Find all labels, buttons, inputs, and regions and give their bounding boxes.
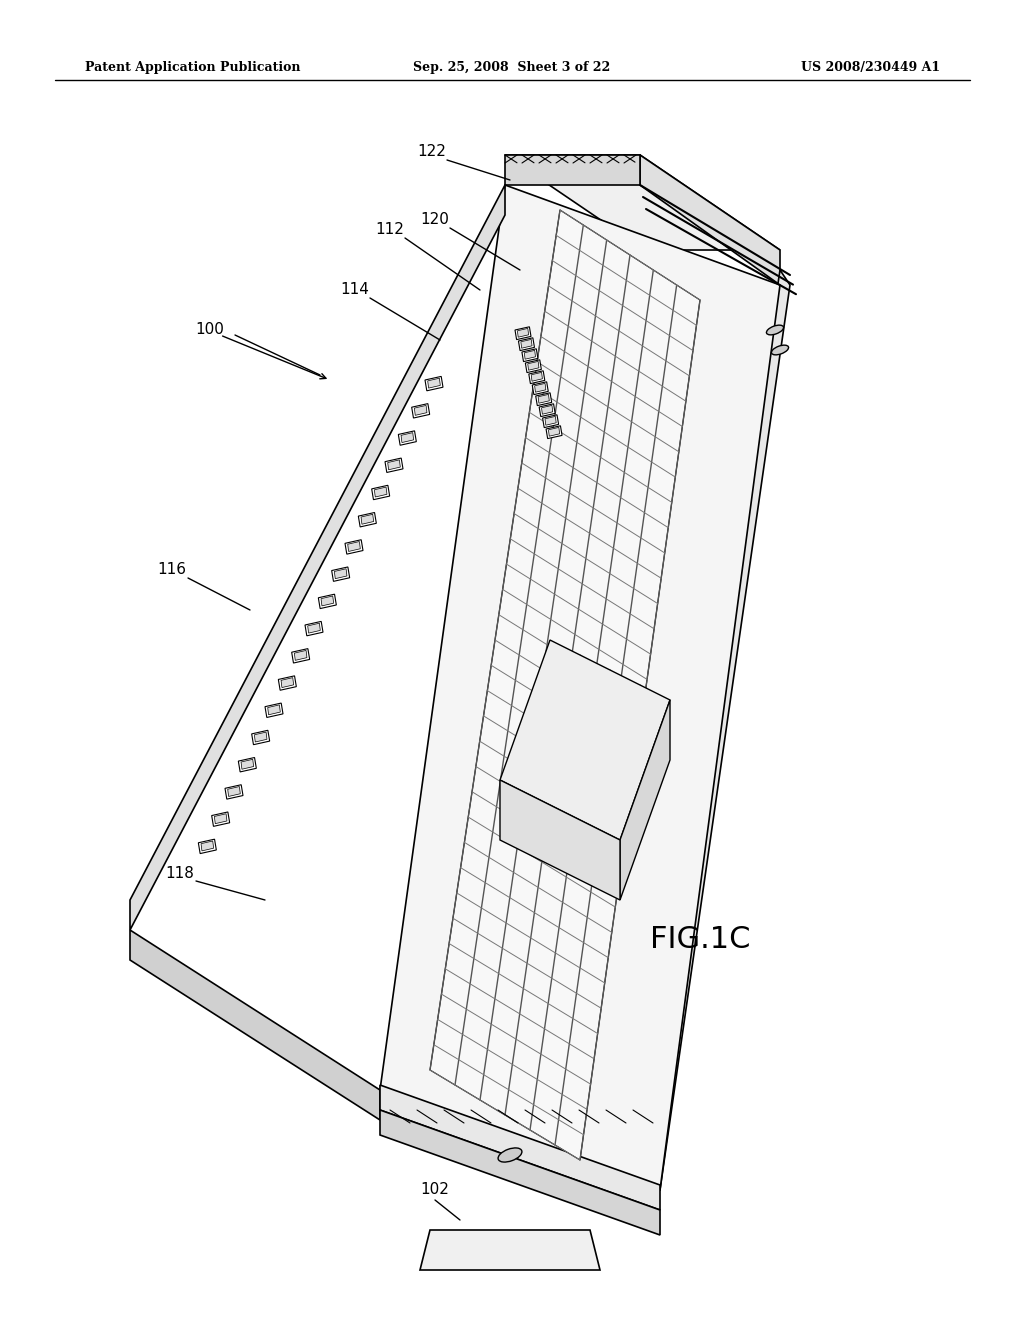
- Text: 112: 112: [376, 223, 404, 238]
- Polygon shape: [640, 154, 780, 285]
- Text: 122: 122: [418, 144, 446, 160]
- Polygon shape: [505, 154, 640, 185]
- Polygon shape: [500, 640, 670, 840]
- Polygon shape: [385, 458, 403, 473]
- Text: 100: 100: [196, 322, 224, 338]
- Polygon shape: [505, 154, 780, 249]
- Polygon shape: [252, 730, 269, 744]
- Polygon shape: [542, 405, 553, 414]
- Polygon shape: [515, 327, 531, 339]
- Polygon shape: [361, 515, 374, 524]
- Polygon shape: [225, 784, 243, 799]
- Polygon shape: [645, 271, 790, 1191]
- Text: 118: 118: [166, 866, 195, 880]
- Polygon shape: [532, 381, 548, 395]
- Polygon shape: [281, 677, 294, 688]
- Polygon shape: [254, 733, 267, 742]
- Polygon shape: [420, 1230, 600, 1270]
- Polygon shape: [524, 350, 536, 359]
- Polygon shape: [345, 540, 362, 554]
- Polygon shape: [412, 404, 430, 418]
- Polygon shape: [525, 360, 542, 372]
- Polygon shape: [535, 383, 546, 392]
- Polygon shape: [425, 376, 443, 391]
- Polygon shape: [545, 416, 556, 425]
- Polygon shape: [380, 1085, 660, 1210]
- Polygon shape: [398, 430, 417, 445]
- Polygon shape: [388, 459, 400, 470]
- Polygon shape: [279, 676, 296, 690]
- Polygon shape: [358, 512, 377, 527]
- Text: 102: 102: [421, 1183, 450, 1197]
- Polygon shape: [214, 813, 227, 824]
- Polygon shape: [201, 841, 214, 851]
- Polygon shape: [380, 185, 780, 1191]
- Ellipse shape: [766, 325, 783, 335]
- Polygon shape: [415, 405, 427, 416]
- Polygon shape: [227, 787, 241, 796]
- Polygon shape: [528, 371, 545, 384]
- Polygon shape: [522, 348, 538, 362]
- Polygon shape: [212, 812, 229, 826]
- Polygon shape: [549, 428, 560, 436]
- Polygon shape: [375, 487, 387, 498]
- Ellipse shape: [771, 345, 788, 355]
- Polygon shape: [294, 651, 307, 660]
- Polygon shape: [401, 433, 414, 442]
- Polygon shape: [199, 840, 216, 854]
- Polygon shape: [430, 210, 700, 1160]
- Text: 120: 120: [421, 213, 450, 227]
- Text: 114: 114: [341, 282, 370, 297]
- Polygon shape: [531, 372, 543, 381]
- Polygon shape: [428, 379, 440, 388]
- Polygon shape: [536, 393, 552, 405]
- Polygon shape: [332, 568, 349, 581]
- Polygon shape: [241, 759, 254, 770]
- Polygon shape: [307, 623, 321, 634]
- Text: 116: 116: [158, 562, 186, 578]
- Polygon shape: [335, 569, 347, 578]
- Text: Sep. 25, 2008  Sheet 3 of 22: Sep. 25, 2008 Sheet 3 of 22: [414, 62, 610, 74]
- Polygon shape: [521, 339, 532, 348]
- Polygon shape: [292, 648, 309, 663]
- Ellipse shape: [498, 1148, 522, 1162]
- Text: US 2008/230449 A1: US 2008/230449 A1: [801, 62, 940, 74]
- Polygon shape: [265, 704, 283, 718]
- Polygon shape: [518, 338, 535, 351]
- Polygon shape: [318, 594, 336, 609]
- Polygon shape: [620, 700, 670, 900]
- Polygon shape: [348, 541, 360, 552]
- Polygon shape: [267, 705, 281, 714]
- Polygon shape: [500, 780, 620, 900]
- Polygon shape: [372, 486, 390, 500]
- Polygon shape: [239, 758, 256, 772]
- Polygon shape: [546, 426, 562, 438]
- Polygon shape: [305, 622, 323, 636]
- Polygon shape: [130, 931, 380, 1119]
- Text: Patent Application Publication: Patent Application Publication: [85, 62, 300, 74]
- Polygon shape: [527, 362, 539, 370]
- Text: FIG.1C: FIG.1C: [650, 925, 751, 954]
- Polygon shape: [538, 395, 549, 403]
- Polygon shape: [130, 185, 505, 931]
- Polygon shape: [543, 414, 559, 428]
- Polygon shape: [517, 329, 528, 337]
- Polygon shape: [540, 404, 555, 417]
- Polygon shape: [322, 595, 334, 606]
- Polygon shape: [380, 1110, 660, 1236]
